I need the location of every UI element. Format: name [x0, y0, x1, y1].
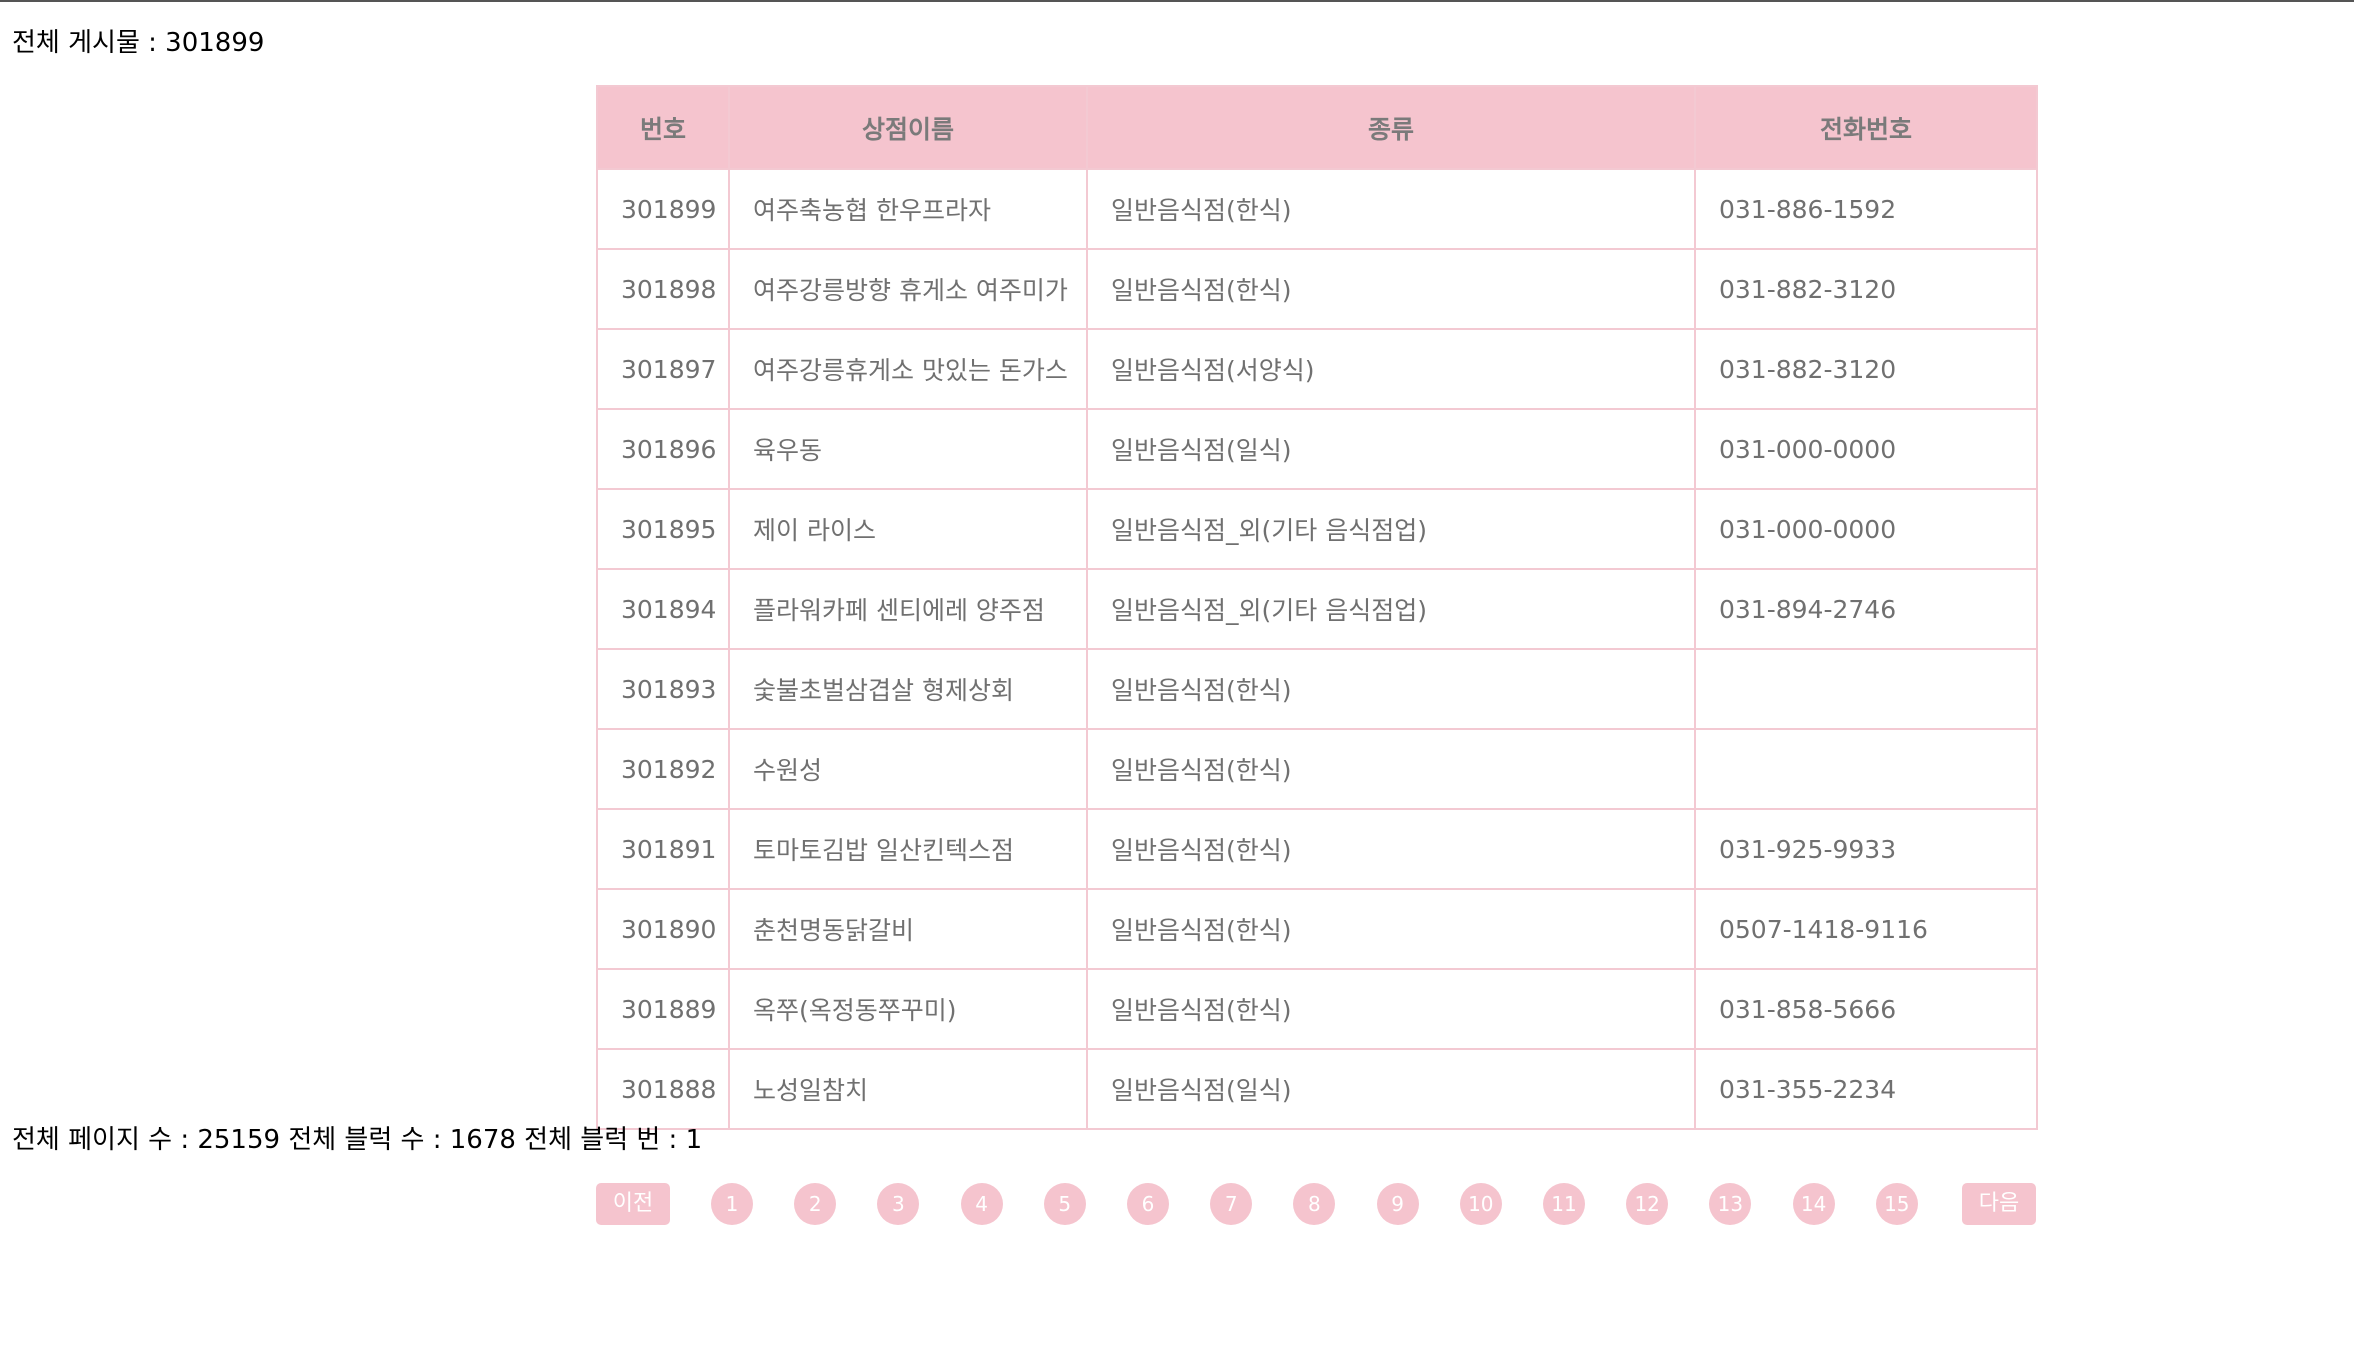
- cell-number: 301888: [596, 1048, 730, 1130]
- table-row: 301897 여주강릉휴게소 맛있는 돈가스 일반음식점(서양식) 031-882-3…: [596, 328, 2038, 410]
- table-row: 301899 여주축농협 한우프라자 일반음식점(한식) 031-886-1592: [596, 168, 2038, 250]
- cell-phone: 031-000-0000: [1694, 408, 2038, 490]
- header-phone: 전화번호: [1694, 85, 2038, 170]
- cell-number: 301899: [596, 168, 730, 250]
- page-number-button[interactable]: 14: [1792, 1183, 1835, 1225]
- page-info: 전체 페이지 수 : 25159 전체 블럭 수 : 1678 전체 블럭 번 …: [12, 1125, 703, 1155]
- cell-category: 일반음식점(한식): [1086, 728, 1696, 810]
- table-row: 301888 노성일참치 일반음식점(일식) 031-355-2234: [596, 1048, 2038, 1130]
- cell-phone: 031-355-2234: [1694, 1048, 2038, 1130]
- cell-store-name: 여주축농협 한우프라자: [728, 168, 1088, 250]
- cell-number: 301898: [596, 248, 730, 330]
- cell-phone: 031-882-3120: [1694, 248, 2038, 330]
- cell-phone: 031-858-5666: [1694, 968, 2038, 1050]
- table-row: 301892 수원성 일반음식점(한식): [596, 728, 2038, 810]
- cell-category: 일반음식점_외(기타 음식점업): [1086, 488, 1696, 570]
- cell-category: 일반음식점(한식): [1086, 888, 1696, 970]
- pagination: 이전 다음 1 2 3 4 5 6 7 8 9 10 11 12 13 14 15: [596, 1183, 2036, 1225]
- cell-phone: 031-882-3120: [1694, 328, 2038, 410]
- cell-store-name: 여주강릉휴게소 맛있는 돈가스: [728, 328, 1088, 410]
- cell-number: 301895: [596, 488, 730, 570]
- page-number-button[interactable]: 12: [1626, 1183, 1669, 1225]
- page-number-button[interactable]: 15: [1875, 1183, 1918, 1225]
- page-number-button[interactable]: 9: [1376, 1183, 1419, 1225]
- page-number-button[interactable]: 3: [877, 1183, 920, 1225]
- next-page-button[interactable]: 다음: [1962, 1183, 2036, 1225]
- header-category: 종류: [1086, 85, 1696, 170]
- page-number-button[interactable]: 11: [1543, 1183, 1585, 1225]
- table-row: 301898 여주강릉방향 휴게소 여주미가 일반음식점(한식) 031-882-31…: [596, 248, 2038, 330]
- cell-store-name: 숯불초벌삼겹살 형제상회: [728, 648, 1088, 730]
- cell-category: 일반음식점(일식): [1086, 408, 1696, 490]
- cell-store-name: 춘천명동닭갈비: [728, 888, 1088, 970]
- store-table: 번호 상점이름 종류 전화번호 301899 여주축농협 한우프라자 일반음식점(한…: [596, 85, 2038, 1130]
- cell-category: 일반음식점(일식): [1086, 1048, 1696, 1130]
- cell-store-name: 육우동: [728, 408, 1088, 490]
- cell-number: 301894: [596, 568, 730, 650]
- cell-store-name: 토마토김밥 일산킨텍스점: [728, 808, 1088, 890]
- cell-phone: 031-886-1592: [1694, 168, 2038, 250]
- table-row: 301890 춘천명동닭갈비 일반음식점(한식) 0507-1418-9116: [596, 888, 2038, 970]
- table-row: 301889 옥쭈(옥정동쭈꾸미) 일반음식점(한식) 031-858-5666: [596, 968, 2038, 1050]
- cell-number: 301897: [596, 328, 730, 410]
- cell-phone: [1694, 648, 2038, 730]
- page-number-button[interactable]: 13: [1709, 1183, 1752, 1225]
- cell-category: 일반음식점_외(기타 음식점업): [1086, 568, 1696, 650]
- cell-category: 일반음식점(한식): [1086, 248, 1696, 330]
- cell-store-name: 여주강릉방향 휴게소 여주미가: [728, 248, 1088, 330]
- cell-category: 일반음식점(한식): [1086, 648, 1696, 730]
- cell-category: 일반음식점(서양식): [1086, 328, 1696, 410]
- page-number-button[interactable]: 1: [711, 1183, 753, 1225]
- cell-phone: 031-000-0000: [1694, 488, 2038, 570]
- cell-category: 일반음식점(한식): [1086, 968, 1696, 1050]
- cell-phone: 0507-1418-9116: [1694, 888, 2038, 970]
- table-row: 301893 숯불초벌삼겹살 형제상회 일반음식점(한식): [596, 648, 2038, 730]
- table-row: 301895 제이 라이스 일반음식점_외(기타 음식점업) 031-000-0000: [596, 488, 2038, 570]
- cell-number: 301896: [596, 408, 730, 490]
- table-header-row: 번호 상점이름 종류 전화번호: [596, 85, 2038, 170]
- table-row: 301894 플라워카페 센티에레 양주점 일반음식점_외(기타 음식점업) 031-…: [596, 568, 2038, 650]
- page-number-button[interactable]: 2: [794, 1183, 837, 1225]
- page-number-button[interactable]: 8: [1293, 1183, 1336, 1225]
- cell-store-name: 옥쭈(옥정동쭈꾸미): [728, 968, 1088, 1050]
- page-number-button[interactable]: 6: [1127, 1183, 1169, 1225]
- cell-phone: [1694, 728, 2038, 810]
- page-number-button[interactable]: 10: [1459, 1183, 1502, 1225]
- cell-number: 301893: [596, 648, 730, 730]
- total-posts-count: 전체 게시물 : 301899: [12, 28, 265, 58]
- cell-phone: 031-894-2746: [1694, 568, 2038, 650]
- cell-number: 301889: [596, 968, 730, 1050]
- header-number: 번호: [596, 85, 730, 170]
- header-store-name: 상점이름: [728, 85, 1088, 170]
- cell-number: 301890: [596, 888, 730, 970]
- cell-number: 301891: [596, 808, 730, 890]
- page-number-button[interactable]: 7: [1210, 1183, 1253, 1225]
- cell-store-name: 제이 라이스: [728, 488, 1088, 570]
- cell-number: 301892: [596, 728, 730, 810]
- cell-store-name: 노성일참치: [728, 1048, 1088, 1130]
- cell-category: 일반음식점(한식): [1086, 168, 1696, 250]
- cell-phone: 031-925-9933: [1694, 808, 2038, 890]
- cell-category: 일반음식점(한식): [1086, 808, 1696, 890]
- page-number-button[interactable]: 5: [1043, 1183, 1086, 1225]
- cell-store-name: 플라워카페 센티에레 양주점: [728, 568, 1088, 650]
- table-row: 301896 육우동 일반음식점(일식) 031-000-0000: [596, 408, 2038, 490]
- page-number-button[interactable]: 4: [960, 1183, 1003, 1225]
- prev-page-button[interactable]: 이전: [596, 1183, 670, 1225]
- cell-store-name: 수원성: [728, 728, 1088, 810]
- table-row: 301891 토마토김밥 일산킨텍스점 일반음식점(한식) 031-925-9933: [596, 808, 2038, 890]
- table-body: 301899 여주축농협 한우프라자 일반음식점(한식) 031-886-1592 30…: [596, 168, 2038, 1130]
